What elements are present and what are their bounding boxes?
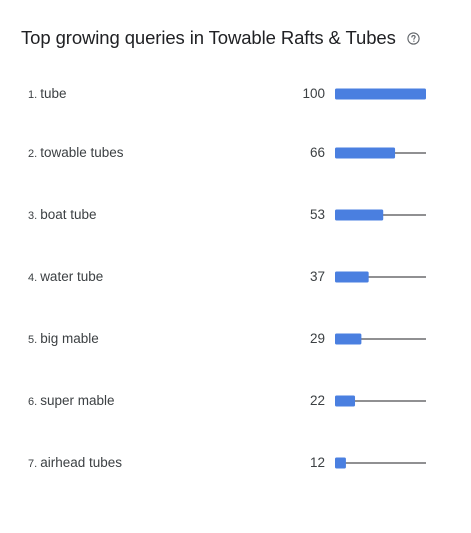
query-rank: 1. (28, 89, 38, 101)
query-bar-chart (335, 88, 426, 100)
query-name: big mable (40, 331, 99, 346)
query-label: 6. super mable (28, 389, 114, 413)
query-value: 37 (309, 269, 325, 284)
query-row[interactable]: 6. super mable 22 (0, 389, 471, 413)
bar (335, 147, 396, 159)
bar (335, 333, 362, 345)
query-value: 12 (309, 455, 325, 470)
query-value: 100 (302, 86, 325, 101)
query-row[interactable]: 5. big mable 29 (0, 327, 471, 351)
query-label: 7. airhead tubes (28, 451, 122, 475)
query-value: 66 (309, 145, 325, 160)
query-bar-chart (335, 271, 426, 283)
bar (335, 395, 356, 407)
query-bar-chart (335, 333, 426, 345)
query-name: super mable (40, 393, 115, 408)
query-name: towable tubes (40, 145, 124, 160)
query-value: 29 (309, 331, 325, 346)
query-label: 3. boat tube (28, 203, 97, 227)
query-row[interactable]: 7. airhead tubes 12 (0, 451, 471, 475)
query-row[interactable]: 3. boat tube 53 (0, 203, 471, 227)
query-name: water tube (40, 269, 104, 284)
query-rank: 3. (28, 210, 38, 222)
query-name: tube (40, 86, 67, 101)
query-row[interactable]: 2. towable tubes 66 (0, 141, 471, 165)
query-rank: 4. (28, 272, 38, 284)
query-row[interactable]: 4. water tube 37 (0, 265, 471, 289)
query-label: 4. water tube (28, 265, 103, 289)
query-label: 2. towable tubes (28, 141, 124, 165)
bar (335, 271, 369, 283)
bar (335, 209, 384, 221)
query-row[interactable]: 1. tube 100 (0, 82, 471, 106)
query-rank: 2. (28, 148, 38, 160)
query-name: airhead tubes (40, 455, 122, 470)
query-rank: 5. (28, 334, 38, 346)
query-rank: 6. (28, 396, 38, 408)
query-bar-chart (335, 147, 426, 159)
query-rank: 7. (28, 458, 38, 470)
query-name: boat tube (40, 207, 97, 222)
query-bar-chart (335, 395, 426, 407)
query-label: 5. big mable (28, 327, 99, 351)
card-title: Top growing queries in Towable Rafts & T… (21, 27, 396, 48)
query-value: 22 (309, 393, 325, 408)
bar (335, 457, 346, 469)
help-circle-icon[interactable] (407, 31, 420, 45)
query-bar-chart (335, 457, 426, 469)
query-label: 1. tube (28, 82, 66, 106)
query-value: 53 (309, 207, 325, 222)
query-bar-chart (335, 209, 426, 221)
bar (335, 88, 426, 100)
card-header: Top growing queries in Towable Rafts & T… (21, 27, 420, 49)
